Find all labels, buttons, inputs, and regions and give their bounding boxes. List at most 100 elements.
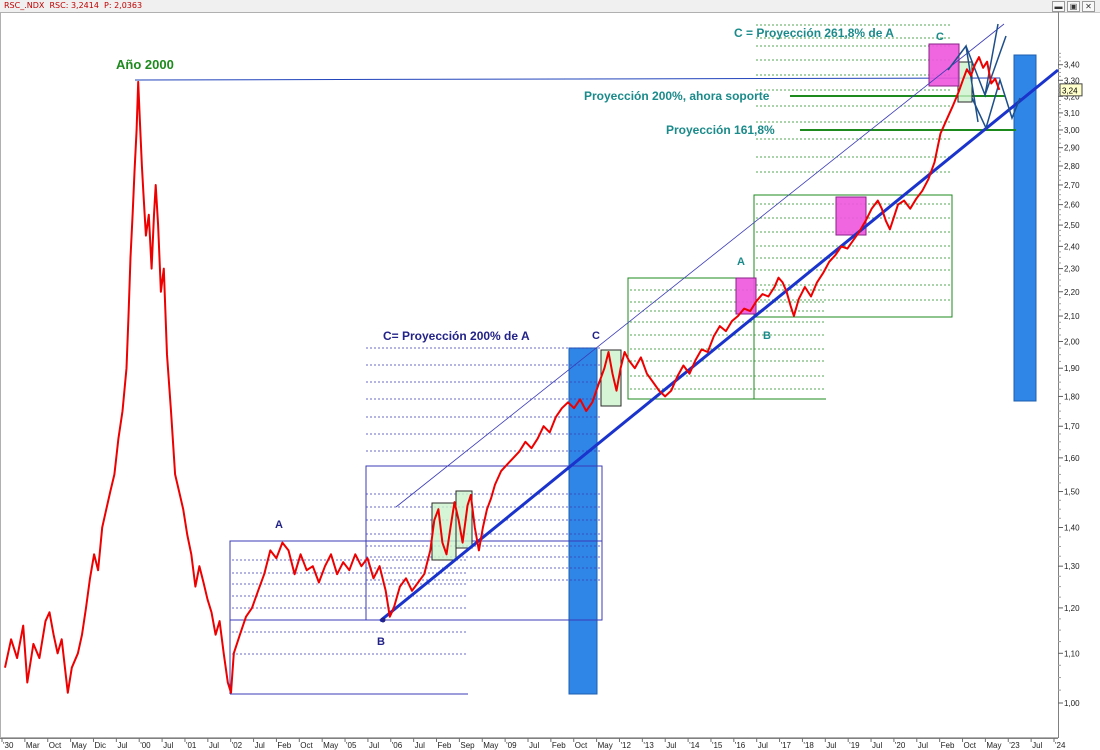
x-tick-label: Sep [460, 741, 475, 750]
x-tick-label: Oct [575, 741, 588, 750]
x-tick-label: May [483, 741, 498, 750]
y-tick-label: 2,10 [1064, 312, 1080, 321]
x-tick-label: '30 [3, 741, 14, 750]
label-wave-b-blue: B [377, 636, 385, 648]
x-tick-label: Feb [941, 741, 955, 750]
relative-strength-chart: 1,00 1,10 1,20 1,30 1,40 1,50 1,60 1,70 1,80 1,90… [0, 12, 1083, 750]
y-tick-label: 2,60 [1064, 201, 1080, 210]
x-tick-label: '12 [620, 741, 631, 750]
x-tick-label: '00 [140, 741, 151, 750]
rsc-price-line [4, 56, 1001, 694]
x-tick-label: '09 [506, 741, 517, 750]
x-tick-label: May [986, 741, 1001, 750]
x-tick-label: Oct [300, 741, 313, 750]
y-tick-label: 1,70 [1064, 422, 1080, 431]
x-tick-label: Jul [415, 741, 425, 750]
x-tick-label: '06 [392, 741, 403, 750]
label-ano-2000: Año 2000 [116, 57, 174, 72]
x-tick-label: '24 [1055, 741, 1066, 750]
x-tick-label: Jul [872, 741, 882, 750]
x-tick-label: '18 [803, 741, 814, 750]
projected-path [984, 35, 1007, 96]
x-tick-label: '01 [186, 741, 197, 750]
label-wave-b-green: B [763, 330, 771, 342]
last-value-label: 3,24 [1062, 86, 1078, 95]
x-tick-label: '23 [1009, 741, 1020, 750]
label-wave-a-green: A [737, 256, 745, 268]
channel-upper-line [395, 23, 1005, 508]
y-tick-label: 2,80 [1064, 162, 1080, 171]
y-tick-label: 2,30 [1064, 265, 1080, 274]
y-tick-label: 1,40 [1064, 524, 1080, 533]
y-tick-label: 1,60 [1064, 454, 1080, 463]
year-2000-level-line [134, 77, 1001, 81]
x-tick-label: Feb [552, 741, 566, 750]
x-tick-label: May [598, 741, 613, 750]
x-tick-label: Jul [529, 741, 539, 750]
y-tick-label: 3,10 [1064, 109, 1080, 118]
y-tick-label: 3,20 [1064, 92, 1080, 101]
magenta-zone [735, 277, 757, 315]
y-tick-label: 1,90 [1064, 364, 1080, 373]
fib-box-green [753, 194, 953, 318]
x-tick-label: Jul [666, 741, 676, 750]
x-tick-label: Feb [277, 741, 291, 750]
close-button[interactable]: ✕ [1082, 1, 1095, 12]
x-tick-label: Jul [117, 741, 127, 750]
y-tick-label: 2,00 [1064, 337, 1080, 346]
x-tick-label: Feb [438, 741, 452, 750]
y-tick-label: 1,20 [1064, 604, 1080, 613]
x-tick-label: Jul [255, 741, 265, 750]
x-tick-label: '20 [895, 741, 906, 750]
y-tick-label: 1,50 [1064, 488, 1080, 497]
x-tick-label: '14 [689, 741, 700, 750]
last-value-box [1059, 83, 1083, 97]
x-tick-label: '16 [735, 741, 746, 750]
x-tick-label: Jul [918, 741, 928, 750]
y-tick-label: 2,50 [1064, 221, 1080, 230]
trend-support-line [379, 68, 1059, 623]
maximize-button[interactable]: ▣ [1067, 1, 1080, 12]
x-tick-label: '02 [232, 741, 243, 750]
y-tick-label: 1,80 [1064, 392, 1080, 401]
pivot-point [380, 617, 386, 623]
plot-area [0, 12, 1059, 738]
x-tick-label: Mar [26, 741, 40, 750]
x-tick-label: Oct [964, 741, 977, 750]
minimize-button[interactable]: ▬ [1052, 1, 1065, 12]
x-tick-label: '19 [849, 741, 860, 750]
x-tick-label: '17 [781, 741, 792, 750]
x-tick-label: '05 [346, 741, 357, 750]
x-tick-label: '13 [643, 741, 654, 750]
projection-band [1013, 54, 1037, 402]
y-tick-label: 1,10 [1064, 649, 1080, 658]
x-tick-label: May [323, 741, 338, 750]
projected-path [971, 77, 1021, 131]
y-tick-label: 1,00 [1064, 699, 1080, 708]
label-wave-c-upper: C [936, 31, 944, 43]
y-tick-label: 3,00 [1064, 126, 1080, 135]
x-tick-label: '15 [712, 741, 723, 750]
y-tick-label: 2,20 [1064, 288, 1080, 297]
y-tick-label: 2,70 [1064, 181, 1080, 190]
x-tick-label: Jul [758, 741, 768, 750]
y-tick-label: 3,40 [1064, 61, 1080, 70]
label-wave-c-blue: C [592, 330, 600, 342]
x-tick-label: Jul [163, 741, 173, 750]
magenta-zone [928, 43, 960, 87]
y-tick-label: 2,40 [1064, 242, 1080, 251]
label-proyeccion-161: Proyección 161,8% [666, 123, 775, 137]
label-proyeccion-200-soporte: Proyección 200%, ahora soporte [584, 89, 770, 103]
y-tick-label: 1,30 [1064, 562, 1080, 571]
x-tick-label: Jul [826, 741, 836, 750]
window-title: RSC_.NDX RSC: 3,2414 P: 2,0363 [4, 1, 143, 10]
x-tick-label: Jul [1032, 741, 1042, 750]
label-proyeccion-261: C = Proyección 261,8% de A [734, 26, 894, 40]
x-tick-label: Dic [94, 741, 106, 750]
x-tick-label: Jul [369, 741, 379, 750]
y-tick-label: 2,90 [1064, 144, 1080, 153]
fib-box-blue [365, 465, 603, 621]
x-tick-label: May [72, 741, 87, 750]
label-wave-a-blue: A [275, 519, 283, 531]
x-tick-label: Oct [49, 741, 62, 750]
